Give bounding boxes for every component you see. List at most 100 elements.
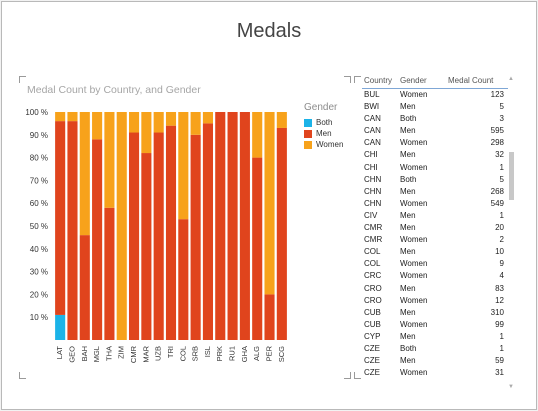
scroll-up-arrow-icon[interactable]: ▲ [508, 76, 514, 82]
bar-col-men[interactable] [178, 219, 189, 340]
bar-cmr-men[interactable] [129, 132, 140, 340]
cell-country: CHN [364, 174, 382, 184]
table-row[interactable]: CHI Women 1 [362, 162, 508, 174]
bar-geo-women[interactable] [67, 112, 78, 122]
table-row[interactable]: CMR Men 20 [362, 222, 508, 234]
table-resize-handle-tl[interactable] [354, 76, 361, 83]
y-tick-label: 90 % [30, 131, 48, 140]
bar-isl-women[interactable] [202, 112, 213, 124]
cell-gender: Men [400, 247, 416, 257]
bar-tha-women[interactable] [104, 112, 115, 208]
table-row[interactable]: CRC Women 4 [362, 270, 508, 282]
bar-scg-men[interactable] [276, 127, 287, 341]
bar-alg-men[interactable] [252, 157, 263, 340]
x-tick-label: PRK [215, 346, 224, 361]
column-header-gender[interactable]: Gender [400, 76, 427, 85]
scroll-down-arrow-icon[interactable]: ▼ [508, 384, 514, 390]
bar-alg-women[interactable] [252, 112, 263, 158]
bar-mgl-men[interactable] [92, 139, 103, 340]
table-row[interactable]: CZE Men 59 [362, 355, 508, 367]
bar-mar-women[interactable] [141, 112, 152, 154]
bar-per-women[interactable] [264, 112, 275, 295]
x-tick-label: RU1 [228, 346, 237, 361]
chart-resize-handle-tl[interactable] [19, 76, 26, 83]
table-row[interactable]: CZE Both 1 [362, 343, 508, 355]
bar-uzb-men[interactable] [153, 132, 164, 340]
legend-swatch-men [304, 129, 312, 138]
bar-lat-both[interactable] [55, 314, 66, 340]
column-header-medal-count[interactable]: Medal Count [448, 76, 494, 85]
bar-cmr-women[interactable] [129, 112, 140, 133]
medal-table[interactable]: Country Gender Medal Count BUL Women 123 BW… [362, 76, 508, 394]
bar-gha-men[interactable] [239, 112, 250, 340]
bar-uzb-women[interactable] [153, 112, 164, 133]
cell-medal-count: 12 [495, 295, 504, 305]
x-tick-label: MAR [141, 345, 150, 362]
table-row[interactable]: CMR Women 2 [362, 234, 508, 246]
x-tick-label: CMR [129, 345, 138, 363]
x-tick-label: SCG [277, 346, 286, 362]
table-row[interactable]: CYP Men 1 [362, 331, 508, 343]
table-row[interactable]: BWI Men 5 [362, 101, 508, 113]
table-row[interactable]: CHN Women 549 [362, 198, 508, 210]
bar-bah-men[interactable] [79, 235, 90, 340]
legend-item-men[interactable]: Men [304, 128, 343, 139]
bar-lat-men[interactable] [55, 121, 66, 315]
bar-ru1-men[interactable] [227, 112, 238, 340]
table-row[interactable]: CUB Men 310 [362, 307, 508, 319]
bar-per-men[interactable] [264, 294, 275, 340]
bar-isl-men[interactable] [202, 123, 213, 341]
legend-item-both[interactable]: Both [304, 117, 343, 128]
column-header-country[interactable]: Country [364, 76, 393, 85]
table-row[interactable]: CHN Both 5 [362, 174, 508, 186]
legend-label-women: Women [316, 140, 344, 149]
bar-tri-women[interactable] [165, 112, 177, 126]
table-row[interactable]: CRO Women 12 [362, 295, 508, 307]
table-row[interactable]: BUL Women 123 [362, 89, 508, 101]
bar-col-women[interactable] [178, 112, 189, 220]
table-row[interactable]: CIV Men 1 [362, 210, 508, 222]
table-row[interactable]: CRO Men 83 [362, 283, 508, 295]
table-row[interactable]: CAN Men 595 [362, 125, 508, 137]
table-row[interactable]: CAN Both 3 [362, 113, 508, 125]
bar-mar-men[interactable] [141, 153, 152, 340]
bar-lat-women[interactable] [55, 112, 66, 122]
cell-medal-count: 1 [499, 210, 504, 220]
bar-tri-men[interactable] [165, 125, 177, 341]
bar-srb-men[interactable] [190, 134, 201, 340]
x-tick-label: ISL [203, 346, 212, 357]
bar-geo-men[interactable] [67, 121, 78, 341]
bar-tha-men[interactable] [104, 207, 115, 340]
bar-zim-women[interactable] [116, 112, 127, 340]
bar-bah-women[interactable] [79, 112, 90, 236]
chart-resize-handle-br[interactable] [344, 372, 351, 379]
cell-medal-count: 1 [499, 162, 504, 172]
table-resize-handle-bl[interactable] [354, 372, 361, 379]
cell-country: COL [364, 259, 381, 269]
bar-mgl-women[interactable] [92, 112, 103, 140]
table-row[interactable]: CHN Men 268 [362, 186, 508, 198]
chart-resize-handle-bl[interactable] [19, 372, 26, 379]
cell-gender: Women [400, 138, 428, 148]
legend-item-women[interactable]: Women [304, 139, 343, 150]
cell-gender: Men [400, 307, 416, 317]
table-row[interactable]: COL Women 9 [362, 258, 508, 270]
table-row[interactable]: CHI Men 32 [362, 149, 508, 161]
cell-country: CAN [364, 114, 381, 124]
table-row[interactable]: CUB Women 99 [362, 319, 508, 331]
bar-srb-women[interactable] [190, 112, 201, 135]
table-row[interactable]: CZE Women 31 [362, 367, 508, 379]
cell-country: COL [364, 247, 381, 257]
x-tick-label: THA [104, 346, 113, 361]
chart-resize-handle-tr[interactable] [344, 76, 351, 83]
x-tick-label: PER [265, 345, 274, 361]
cell-medal-count: 83 [495, 283, 504, 293]
bar-prk-men[interactable] [215, 112, 226, 340]
table-row[interactable]: CAN Women 298 [362, 137, 508, 149]
cell-medal-count: 20 [495, 223, 504, 233]
y-tick-label: 80 % [30, 154, 48, 163]
table-scrollbar-thumb[interactable] [509, 152, 514, 200]
bar-scg-women[interactable] [276, 112, 287, 128]
table-row[interactable]: COL Men 10 [362, 246, 508, 258]
